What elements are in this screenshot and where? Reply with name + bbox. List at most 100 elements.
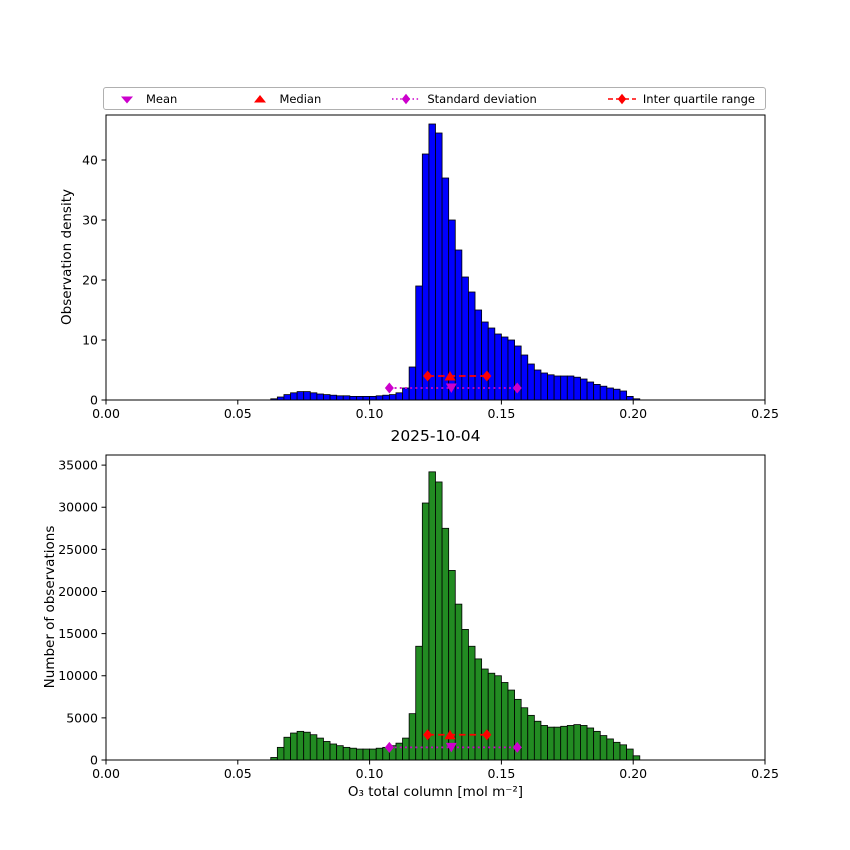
xaxis-label: O₃ total column [mol m⁻²] — [347, 784, 524, 800]
std-marker-icon — [392, 93, 421, 104]
histogram-bar — [566, 725, 575, 761]
histogram-bar — [520, 707, 529, 761]
legend-label-std: Standard deviation — [427, 91, 537, 106]
y-tick-label: 10 — [82, 333, 98, 348]
legend-label-median: Median — [279, 91, 322, 106]
legend-item-median: Median — [247, 92, 321, 106]
histogram-bar — [527, 363, 535, 401]
histogram-bar — [362, 748, 371, 761]
histogram-bar — [613, 741, 621, 761]
histogram-bar — [626, 748, 634, 761]
histogram-bar — [316, 393, 324, 401]
std-low-marker — [384, 741, 394, 753]
x-tick-label: 0.15 — [487, 406, 515, 421]
histogram-bar — [435, 481, 443, 761]
histogram-bar — [323, 741, 331, 761]
histogram-bar — [283, 394, 291, 401]
median-marker — [444, 729, 456, 740]
histogram-bar — [461, 276, 469, 401]
histogram-bar — [336, 395, 344, 401]
x-tick-label: 0.20 — [619, 766, 647, 781]
histogram-bar — [560, 375, 568, 401]
legend-item-mean: Mean — [114, 92, 177, 106]
histogram-bar — [342, 746, 351, 761]
y-tick-label: 15000 — [58, 626, 98, 641]
histogram-bar — [382, 394, 390, 401]
histogram-bar — [290, 392, 298, 401]
histogram-bar — [303, 731, 311, 761]
histogram-bar — [580, 378, 588, 401]
x-tick-label: 0.20 — [619, 406, 647, 421]
iqr-q1-marker — [423, 729, 433, 741]
histogram-bar — [481, 668, 489, 761]
legend-label-mean: Mean — [146, 91, 178, 106]
histogram-bar — [606, 387, 614, 401]
histogram-bar — [580, 725, 588, 761]
histogram-bar — [441, 527, 450, 761]
histogram-bar — [593, 730, 601, 761]
x-tick-label: 0.00 — [92, 766, 120, 781]
histogram-bar — [329, 743, 338, 761]
std-low-marker — [384, 382, 394, 394]
histogram-bar — [547, 726, 555, 761]
histogram-bar — [593, 383, 601, 401]
histogram-bar — [507, 689, 515, 761]
std-high-marker — [512, 741, 522, 753]
y-tick-label: 30000 — [58, 500, 98, 515]
histogram-bar — [573, 724, 581, 761]
histogram-bar — [468, 645, 476, 761]
histogram-bar — [329, 394, 338, 401]
axes-frame — [105, 114, 766, 401]
median-marker — [444, 371, 456, 381]
histogram-bar — [566, 375, 575, 401]
x-tick-label: 0.00 — [92, 406, 120, 421]
histogram-bar — [533, 369, 542, 401]
x-tick-label: 0.25 — [751, 406, 779, 421]
y-tick-label: 40 — [82, 153, 98, 168]
y-tick-label: 5000 — [66, 710, 98, 725]
y-tick-label: 35000 — [58, 458, 98, 473]
histogram-bar — [276, 746, 285, 761]
legend-item-iqr: Inter quartile range — [607, 92, 755, 106]
histogram-bar — [428, 471, 436, 761]
panel-density: 0.00 0.05 0.10 0.15 0.20 0.25 0 10 20 30 40 — [82, 114, 779, 421]
histogram-bar — [356, 395, 364, 401]
mean-marker — [445, 383, 457, 393]
legend-item-std: Standard deviation — [391, 91, 537, 106]
histogram-bar — [369, 395, 377, 401]
histogram-bar — [527, 714, 535, 761]
median-marker-icon — [254, 94, 267, 102]
x-tick-label: 0.25 — [751, 766, 779, 781]
histogram-bar — [362, 395, 371, 401]
y-tick-label: 20000 — [58, 584, 98, 599]
histogram-bar — [520, 354, 529, 401]
histogram-bar — [540, 725, 548, 761]
panel-counts: 0.00 0.05 0.10 0.15 0.20 0.25 0 5000 10000 15000 2… — [58, 454, 779, 781]
histogram-bar — [507, 339, 515, 401]
histogram-bar — [336, 745, 344, 761]
histogram-bar — [599, 385, 608, 401]
histogram-bar — [375, 747, 384, 761]
histogram-bar — [395, 392, 403, 401]
histogram-bar — [494, 333, 502, 401]
histogram-bar — [606, 738, 614, 761]
histogram-bar — [613, 388, 621, 401]
histogram-bar — [402, 737, 410, 761]
x-tick-label: 0.10 — [356, 766, 384, 781]
histogram-bar — [342, 395, 351, 401]
histogram-bar — [553, 375, 562, 401]
histogram-bar — [408, 713, 417, 761]
histogram-bar — [500, 682, 509, 761]
histogram-bar — [461, 629, 469, 761]
histogram-bar — [369, 748, 377, 761]
histogram-bar — [356, 748, 364, 761]
y-tick-label: 0 — [90, 753, 98, 768]
histogram-bar — [303, 391, 311, 401]
histogram-bar — [408, 366, 417, 401]
axes-frame — [105, 454, 766, 761]
x-tick-label: 0.05 — [224, 766, 252, 781]
histogram-bar — [375, 395, 384, 401]
iqr-marker-icon — [607, 93, 636, 104]
